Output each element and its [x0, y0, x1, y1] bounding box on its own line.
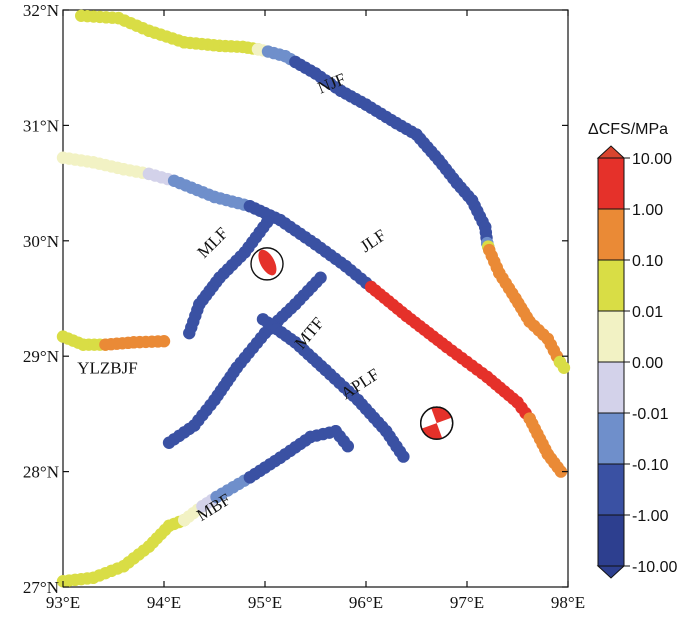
colorbar-label: 0.01 — [632, 304, 663, 321]
fault-trace-mtf — [162, 271, 327, 449]
fault-trace-aplf — [256, 313, 410, 463]
x-tick-label: 97°E — [450, 593, 484, 612]
y-tick-label: 29°N — [23, 347, 59, 366]
fault-label-jlf: JLF — [357, 226, 390, 257]
colorbar-title: ΔCFS/MPa — [588, 121, 668, 138]
focal-mechanisms — [250, 247, 454, 440]
colorbar-label: 0.00 — [632, 355, 663, 372]
colorbar-top-cap — [596, 145, 626, 159]
x-tick-label: 94°E — [147, 593, 181, 612]
colorbar-label: 0.10 — [632, 253, 663, 270]
colorbar-swatch — [597, 208, 625, 261]
fault-dot — [157, 334, 171, 348]
fault-trace-mlf — [183, 216, 274, 340]
colorbar-swatch — [597, 157, 625, 210]
beachball-compression — [258, 249, 277, 276]
colorbar-swatch — [597, 310, 625, 363]
fault-trace-njf — [74, 9, 571, 374]
focal-mechanism-beachball — [420, 406, 454, 440]
y-tick-label: 27°N — [23, 578, 59, 597]
x-tick-label: 98°E — [551, 593, 585, 612]
x-tick-label: 96°E — [349, 593, 383, 612]
colorbar-label: -10.00 — [632, 559, 677, 576]
fault-dot — [183, 326, 196, 340]
colorbar-label: 1.00 — [632, 202, 663, 219]
fault-traces — [56, 9, 571, 588]
colorbar-classes — [596, 145, 626, 579]
colorbar-bottom-cap — [596, 565, 626, 579]
fault-dot — [554, 465, 568, 478]
fault-dot — [557, 361, 571, 374]
focal-mechanism-beachball — [250, 247, 284, 281]
y-tick-label: 32°N — [23, 1, 59, 20]
x-axis: 93°E 94°E 95°E 96°E 97°E 98°E — [46, 10, 585, 612]
fault-trace-ylzbjf — [56, 330, 171, 351]
fault-dot — [162, 436, 176, 449]
colorbar: ΔCFS/MPa 10.00 1.00 0.10 0.01 0.00 -0.01 -0.10… — [588, 121, 677, 579]
colorbar-labels: 10.00 1.00 0.10 0.01 0.00 -0.01 -0.10 -1.00 -10.… — [624, 151, 677, 576]
fault-label-ylzbjf: YLZBJF — [77, 359, 137, 378]
fault-dot — [341, 440, 355, 453]
colorbar-swatch — [597, 514, 625, 567]
fault-label-mlf: MLF — [194, 224, 232, 262]
y-tick-label: 30°N — [23, 232, 59, 251]
beachball-outline — [420, 406, 454, 440]
y-tick-label: 31°N — [23, 116, 59, 135]
fault-trace-jlf — [56, 151, 568, 478]
colorbar-swatch — [597, 463, 625, 516]
y-tick-label: 28°N — [23, 463, 59, 482]
fault-trace-mbf — [56, 425, 355, 588]
fault-dot — [397, 450, 410, 463]
y-axis: 32°N 31°N 30°N 29°N 28°N 27°N — [23, 1, 568, 597]
x-tick-label: 95°E — [248, 593, 282, 612]
colorbar-swatch — [597, 361, 625, 414]
colorbar-swatch — [597, 259, 625, 312]
colorbar-swatch — [597, 412, 625, 465]
colorbar-label: -0.01 — [632, 406, 669, 423]
colorbar-label: -1.00 — [632, 508, 669, 525]
map-frame — [62, 9, 569, 588]
colorbar-label: -0.10 — [632, 457, 669, 474]
colorbar-label: 10.00 — [632, 151, 672, 168]
x-tick-label: 93°E — [46, 593, 80, 612]
